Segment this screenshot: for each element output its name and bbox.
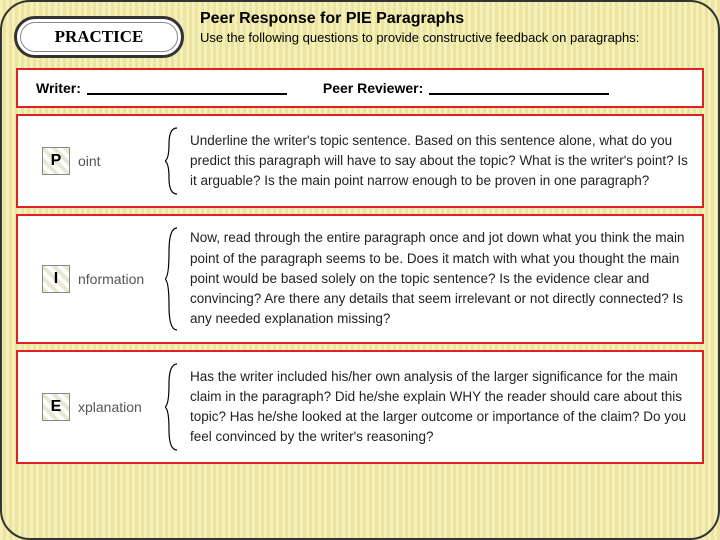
page-title: Peer Response for PIE Paragraphs [200,10,706,28]
e-word-rest: xplanation [78,399,156,415]
writer-label: Writer: [36,80,81,96]
section-point: P oint Underline the writer's topic sent… [16,114,704,208]
i-letter-box: I [42,265,70,293]
p-word-rest: oint [78,153,156,169]
section-information: I nformation Now, read through the entir… [16,214,704,344]
brace-icon [164,362,182,452]
page-subtitle: Use the following questions to provide c… [200,30,706,45]
i-word-rest: nformation [78,271,156,287]
reviewer-blank [429,81,609,95]
e-letter-box: E [42,393,70,421]
writer-blank [87,81,287,95]
section-explanation: E xplanation Has the writer included his… [16,350,704,464]
header: PRACTICE Peer Response for PIE Paragraph… [2,2,718,62]
practice-badge: PRACTICE [14,16,184,58]
reviewer-label: Peer Reviewer: [323,80,423,96]
p-letter-box: P [42,147,70,175]
writer-section: Writer: Peer Reviewer: [16,68,704,108]
brace-icon [164,226,182,332]
practice-label: PRACTICE [55,27,144,47]
i-questions: Now, read through the entire paragraph o… [190,228,688,329]
writer-row: Writer: Peer Reviewer: [18,70,702,106]
brace-icon [164,126,182,196]
e-questions: Has the writer included his/her own anal… [190,367,688,448]
p-questions: Underline the writer's topic sentence. B… [190,131,688,192]
title-block: Peer Response for PIE Paragraphs Use the… [200,10,706,58]
